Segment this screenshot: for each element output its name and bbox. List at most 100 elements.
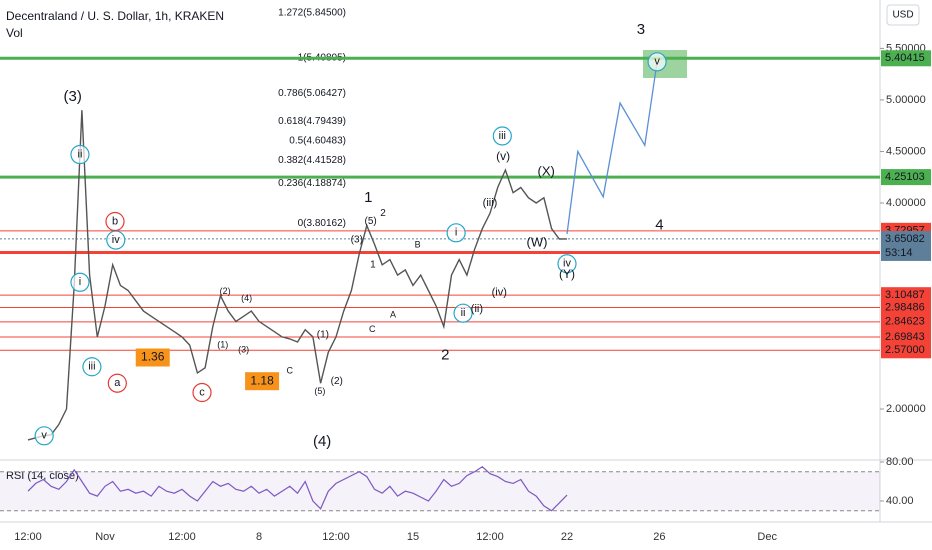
wave-label: (Y) (559, 267, 575, 281)
x-tick-label: 22 (561, 531, 573, 543)
wave-label: (2) (331, 376, 343, 387)
price-level-label: 2.69843 (885, 331, 925, 343)
wave-label: (4) (241, 293, 252, 303)
wave-circle (70, 272, 90, 292)
wave-label: (3) (63, 88, 81, 105)
fib-label: 0(3.80162) (298, 218, 346, 229)
price-level-label: 2.98486 (885, 301, 925, 313)
wave-circle (70, 144, 90, 165)
x-tick-label: 12:00 (322, 531, 350, 543)
x-tick-label: 12:00 (476, 531, 504, 543)
wave-label: C (369, 324, 376, 334)
fib-label: 0.382(4.41528) (278, 155, 346, 166)
y-tick-label: 5.00000 (886, 94, 926, 106)
ratio-box (245, 372, 280, 391)
price-level-box (881, 329, 931, 346)
price-level-box (881, 287, 931, 304)
wave-circle (82, 357, 102, 377)
wave-label: 1 (370, 259, 376, 270)
ratio-box (135, 348, 170, 367)
x-tick-label: 15 (407, 531, 419, 543)
price-level-box (881, 342, 931, 359)
wave-label: v (654, 56, 660, 68)
wave-circle (34, 426, 54, 446)
wave-label: 4 (655, 217, 663, 234)
wave-label: ii (78, 148, 83, 160)
wave-circle (492, 126, 512, 146)
wave-label: iv (112, 234, 120, 246)
wave-label: (iv) (492, 286, 507, 298)
countdown-label: 53:14 (885, 247, 913, 259)
y-tick-label: 4.00000 (886, 197, 926, 209)
wave-label: A (390, 310, 396, 320)
projection-line (566, 61, 658, 234)
x-tick-label: Nov (95, 531, 115, 543)
x-tick-label: 12:00 (14, 531, 42, 543)
wave-label: (ii) (471, 303, 483, 315)
wave-circle (446, 223, 466, 243)
wave-label: a (114, 377, 121, 389)
wave-label: (X) (538, 163, 555, 178)
wave-label: (5) (314, 386, 325, 396)
wave-label: i (455, 227, 457, 239)
wave-circle (453, 303, 473, 323)
price-line (27, 110, 568, 441)
wave-label: 1.36 (141, 350, 165, 364)
y-tick-label: 4.50000 (886, 145, 926, 157)
wave-label: c (199, 386, 205, 398)
fib-label: 0.5(4.60483) (289, 135, 346, 146)
wave-label: (iii) (483, 197, 498, 209)
wave-label: iii (499, 130, 506, 142)
wave-label: 1.18 (250, 373, 274, 387)
y-tick-label: 2.00000 (886, 403, 926, 415)
rsi-band (0, 471, 880, 511)
chart-title: Decentraland / U. S. Dollar, 1h, KRAKEN (6, 9, 224, 23)
wave-label: iii (88, 361, 95, 373)
wave-label: (2) (220, 286, 231, 296)
price-level-box (881, 313, 931, 330)
price-level-box (881, 169, 931, 186)
wave-label: (v) (496, 149, 510, 163)
price-level-label: 4.25103 (885, 171, 925, 183)
wave-label: (5) (365, 216, 377, 227)
wave-label: B (415, 240, 421, 250)
rsi-label: RSI (14, close) (6, 470, 79, 482)
wave-label: 2 (441, 346, 449, 363)
current-price-label: 3.65082 (885, 233, 925, 245)
wave-label: (1) (317, 329, 329, 340)
current-price-box (881, 230, 931, 261)
rsi-line (27, 466, 568, 512)
wave-label: (3) (351, 235, 363, 246)
wave-circle (192, 382, 212, 403)
wave-label: v (41, 430, 47, 442)
volume-label: Vol (6, 26, 23, 40)
x-tick-label: 12:00 (168, 531, 196, 543)
wave-label: (3) (238, 345, 249, 355)
wave-circle (107, 373, 127, 393)
x-tick-label: 26 (653, 531, 665, 543)
price-level-box (881, 299, 931, 316)
rsi-tick-label: 40.00 (886, 495, 914, 507)
wave-circle (647, 52, 667, 72)
fib-label: 0.618(4.79439) (278, 116, 346, 127)
wave-label: (4) (313, 433, 331, 450)
wave-label: (1) (217, 340, 228, 350)
price-level-label: 3.10487 (885, 289, 925, 301)
fib-label: 0.236(4.18874) (278, 178, 346, 189)
wave-label: (W) (527, 235, 548, 250)
currency-button[interactable] (886, 4, 920, 26)
fib-label: 0.786(5.06427) (278, 88, 346, 99)
price-level-label: 5.40415 (885, 52, 925, 64)
wave-label: 3 (637, 21, 645, 38)
wave-circle (557, 254, 577, 274)
wave-label: i (79, 276, 81, 288)
wave-label: b (112, 215, 118, 227)
wave-label: C (287, 365, 294, 375)
x-tick-label: Dec (757, 531, 777, 543)
rsi-tick-label: 80.00 (886, 456, 914, 468)
price-level-label: 2.84623 (885, 316, 925, 328)
wave-label: 1 (364, 189, 372, 206)
x-tick-label: 8 (256, 531, 262, 543)
